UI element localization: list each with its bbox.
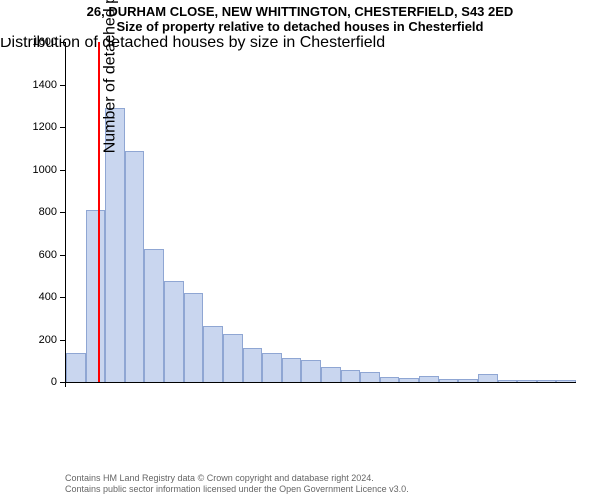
- histogram-bar: [556, 380, 576, 382]
- histogram-bar: [301, 360, 321, 382]
- histogram-bar: [458, 379, 478, 382]
- y-tick-mark: [60, 127, 65, 128]
- y-tick-label: 1400: [0, 79, 57, 91]
- chart-title-1: 26, DURHAM CLOSE, NEW WHITTINGTON, CHEST…: [0, 0, 600, 19]
- histogram-bar: [321, 367, 341, 382]
- y-tick-mark: [60, 255, 65, 256]
- y-tick-mark: [60, 42, 65, 43]
- y-tick-label: 200: [0, 334, 57, 346]
- y-tick-mark: [60, 212, 65, 213]
- histogram-bar: [498, 380, 518, 382]
- y-tick-mark: [60, 85, 65, 86]
- y-axis-label: Number of detached properties: [101, 0, 119, 153]
- footer-attribution: Contains HM Land Registry data © Crown c…: [65, 473, 409, 496]
- histogram-bar: [399, 378, 419, 382]
- chart-title-2: Size of property relative to detached ho…: [0, 19, 600, 34]
- plot-area: [65, 42, 576, 383]
- histogram-bar: [144, 249, 164, 382]
- y-tick-label: 400: [0, 291, 57, 303]
- property-marker-line: [98, 42, 100, 382]
- histogram-bar: [419, 376, 439, 382]
- histogram-bar: [380, 377, 400, 382]
- histogram-bar: [439, 379, 459, 382]
- y-tick-label: 1600: [0, 36, 57, 48]
- histogram-bar: [341, 370, 361, 382]
- histogram-bar: [243, 348, 263, 382]
- y-tick-mark: [60, 170, 65, 171]
- y-tick-mark: [60, 297, 65, 298]
- histogram-bar: [184, 293, 204, 382]
- histogram-bar: [517, 380, 537, 382]
- histogram-bar: [164, 281, 184, 382]
- y-tick-label: 1200: [0, 121, 57, 133]
- histogram-bar: [125, 151, 145, 382]
- histogram-bar: [203, 326, 223, 382]
- histogram-bar: [360, 372, 380, 382]
- y-tick-label: 1000: [0, 164, 57, 176]
- histogram-bar: [282, 358, 302, 382]
- histogram-bar: [223, 334, 243, 382]
- footer-line-2: Contains public sector information licen…: [65, 484, 409, 496]
- footer-line-1: Contains HM Land Registry data © Crown c…: [65, 473, 409, 485]
- y-tick-label: 0: [0, 376, 57, 388]
- histogram-bar: [478, 374, 498, 383]
- x-axis-label: Distribution of detached houses by size …: [0, 34, 385, 52]
- histogram-bar: [86, 210, 106, 382]
- y-tick-mark: [60, 340, 65, 341]
- histogram-bar: [537, 380, 557, 382]
- x-tick-mark: [65, 382, 66, 387]
- histogram-bar: [262, 353, 282, 382]
- histogram-bar: [66, 353, 86, 382]
- chart-container: 26, DURHAM CLOSE, NEW WHITTINGTON, CHEST…: [0, 0, 600, 500]
- y-tick-label: 800: [0, 206, 57, 218]
- y-tick-label: 600: [0, 249, 57, 261]
